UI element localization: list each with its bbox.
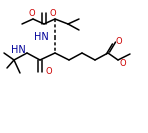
Text: HN: HN bbox=[11, 45, 26, 55]
Text: O: O bbox=[45, 68, 52, 76]
Text: O: O bbox=[29, 9, 35, 18]
Text: O: O bbox=[115, 36, 122, 45]
Text: O: O bbox=[119, 59, 126, 68]
Text: O: O bbox=[49, 9, 56, 18]
Text: HN: HN bbox=[34, 32, 49, 42]
